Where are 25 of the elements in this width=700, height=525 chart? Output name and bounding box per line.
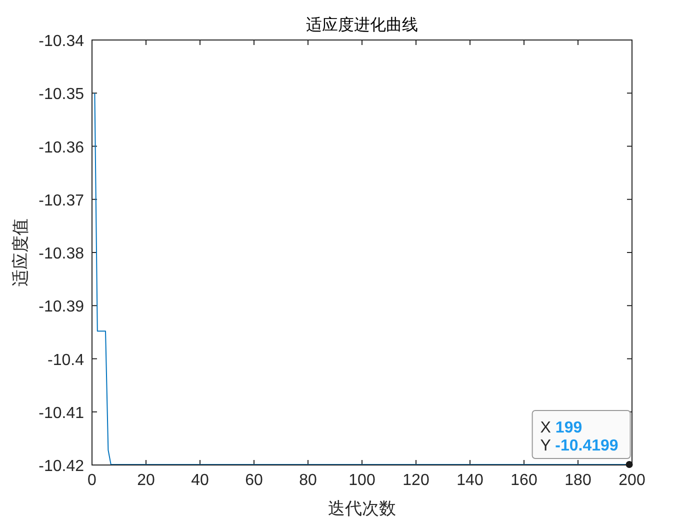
chart-title: 适应度进化曲线 bbox=[306, 16, 418, 34]
x-axis-title: 迭代次数 bbox=[328, 499, 396, 518]
x-tick-label: 80 bbox=[299, 472, 317, 489]
x-tick-label: 40 bbox=[191, 472, 209, 489]
x-tick-label: 0 bbox=[88, 472, 97, 489]
x-tick-label: 160 bbox=[510, 472, 538, 489]
y-tick-label: -10.37 bbox=[38, 192, 84, 210]
x-tick-label: 20 bbox=[137, 472, 155, 489]
y-tick-label: -10.35 bbox=[38, 86, 84, 104]
x-tick-label: 60 bbox=[245, 472, 263, 489]
y-tick-label: -10.39 bbox=[38, 298, 84, 316]
y-tick-label: -10.38 bbox=[38, 246, 84, 262]
y-tick-label: -10.36 bbox=[38, 139, 84, 156]
x-tick-label: 180 bbox=[564, 472, 592, 489]
y-axis-title: 适应度值 bbox=[11, 218, 30, 286]
annotation: X 199 Y -10.4199 bbox=[540, 419, 618, 454]
y-tick-label: -10.34 bbox=[38, 33, 84, 50]
y-tick-label: -10.42 bbox=[38, 458, 84, 475]
x-tick-label: 120 bbox=[402, 472, 430, 489]
datatip: X 199 Y -10.4199 bbox=[532, 410, 633, 468]
x-tick-label: 140 bbox=[456, 472, 484, 489]
y-tick-label: -10.4 bbox=[48, 352, 84, 369]
y-tick-label: -10.41 bbox=[38, 404, 84, 422]
x-tick-label: 200 bbox=[618, 472, 646, 489]
x-tick-label: 100 bbox=[348, 472, 376, 489]
